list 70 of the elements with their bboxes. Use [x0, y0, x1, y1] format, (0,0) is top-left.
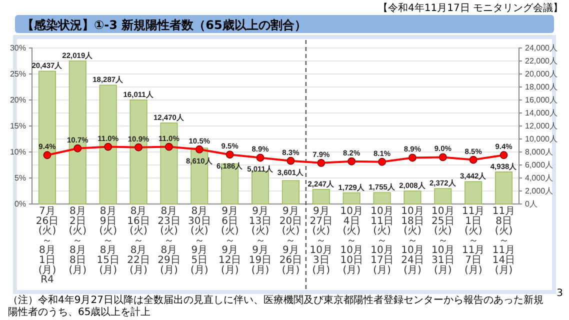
x-tick-label: 9月6日(火)～9月12日(月) — [218, 206, 242, 276]
y2-tick-label: 6,000人 — [525, 160, 554, 170]
y-tick-label: 5% — [14, 174, 26, 183]
point — [348, 157, 356, 166]
point — [195, 145, 204, 154]
x-tick-label: 9月27日(火)～10月3日(月) — [310, 206, 333, 276]
y2-tick-label: 24,000人 — [525, 44, 558, 53]
y-tick-label: 10% — [10, 148, 26, 157]
y2-tick-label: 18,000人 — [525, 82, 558, 92]
text: 3 — [556, 288, 563, 299]
x-tick-label: 8月16日(火)～8月22日(月) — [127, 206, 150, 276]
bar — [434, 188, 452, 204]
point — [438, 153, 447, 162]
x-tick-label: 10月11日(火)～10月17日(月) — [370, 206, 394, 276]
point — [286, 156, 295, 165]
y-tick-label: 15% — [10, 122, 26, 131]
y-tick-label: 0% — [14, 200, 26, 209]
x-tick-label: 9月20日(火)～9月26日(月) — [279, 206, 302, 276]
y2-tick-label: 0人 — [525, 200, 538, 209]
point — [256, 154, 264, 162]
y2-tick-label: 12,000人 — [525, 122, 558, 131]
point — [104, 142, 112, 151]
point — [378, 158, 386, 166]
x-tick-label: 11月8日(火)～11月14日(月) — [492, 206, 516, 276]
bar — [99, 84, 117, 204]
bar — [160, 122, 178, 204]
point — [74, 144, 82, 152]
y2-tick-label: 14,000人 — [525, 108, 558, 118]
y2-tick-label: 16,000人 — [525, 96, 558, 105]
x-tick-label: 8月30日(火)～9月5日(月) — [188, 206, 211, 276]
y-tick-label: 20% — [10, 96, 26, 105]
y-tick-label: 25% — [10, 70, 26, 79]
y2-tick-label: 8,000人 — [525, 148, 554, 157]
y2-tick-label: 20,000人 — [525, 70, 558, 79]
text: （注）令和4年9月27日以降は全数届出の見直しに伴い、医療機関及び東京都陽性者登録センターから報告のあった新規陽性者のうち、65歳以上を計上 — [8, 294, 544, 318]
bar — [495, 172, 513, 204]
x-tick-label: 8月9日(火)～8月15日(月) — [96, 206, 120, 276]
x-tick-label: 10月25日(火)～10月31日(月) — [432, 206, 454, 276]
x-tick-label: 10月18日(火)～10月24日(月) — [401, 206, 424, 276]
x-tick-label: 10月4日(火)～10月10日(月) — [340, 206, 363, 276]
bar — [464, 181, 482, 204]
y2-tick-label: 4,000人 — [525, 174, 554, 183]
bar — [282, 180, 300, 204]
y2-tick-label: 2,000人 — [525, 186, 554, 196]
point — [408, 154, 416, 162]
bar — [68, 60, 86, 204]
bar — [252, 171, 270, 204]
chart-title: 【感染状況】①-3 新規陽性者数（65歳以上の割合） — [22, 18, 306, 32]
x-tick-label: 9月13日(火)～9月19日(月) — [248, 206, 272, 276]
y-tick-label: 30% — [10, 44, 26, 53]
point — [469, 156, 478, 164]
bar — [312, 188, 330, 204]
point — [317, 158, 326, 167]
point — [165, 142, 173, 151]
text: 【令和4年11月17日 モニタリング会議】 — [378, 2, 563, 14]
x-tick-label: 11月1日(火)～11月7日(月) — [462, 206, 485, 276]
bar — [130, 100, 148, 204]
point — [43, 151, 52, 160]
bar — [38, 70, 56, 204]
bar — [373, 192, 391, 204]
y2-tick-label: 10,000人 — [525, 134, 558, 144]
x-tick-label: 8月23日(火)～8月29日(月) — [158, 206, 180, 276]
point — [500, 151, 508, 160]
point — [226, 150, 234, 159]
x-tick-label: 8月2日(火)～8月8日(月) — [68, 206, 87, 276]
point — [134, 143, 142, 152]
x-tick-label: 7月26日(火)～8月1日(月)R4 — [36, 206, 59, 286]
bar — [342, 192, 360, 204]
bar — [404, 190, 422, 204]
y2-tick-label: 22,000人 — [525, 56, 558, 66]
